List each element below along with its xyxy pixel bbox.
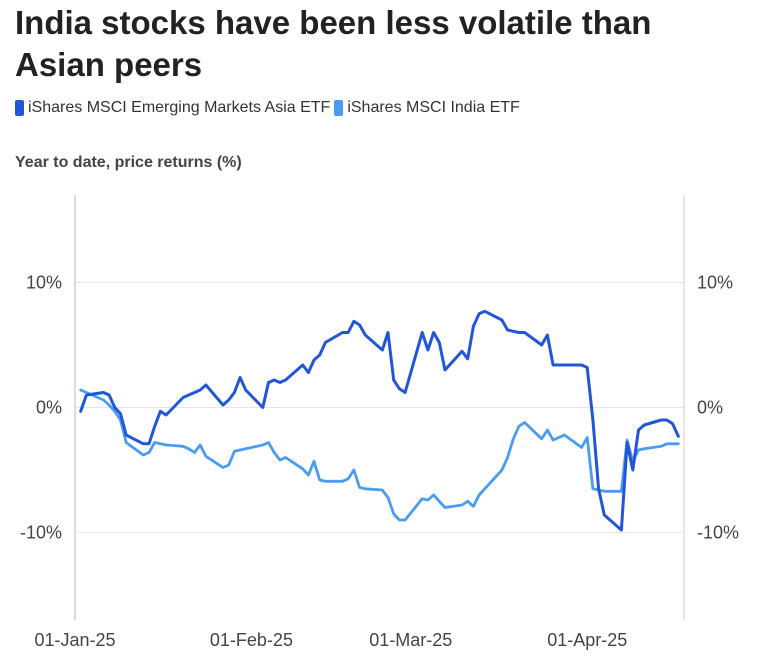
series-line-asia (79, 309, 680, 532)
y-tick-label-right: 10% (697, 273, 733, 293)
legend-item-india[interactable]: iShares MSCI India ETF (334, 99, 520, 117)
legend-item-asia[interactable]: iShares MSCI Emerging Markets Asia ETF (15, 99, 330, 117)
x-tick-label: 01-Jan-25 (34, 630, 115, 650)
x-tick-label: 01-Apr-25 (547, 630, 627, 650)
legend-label-india: iShares MSCI India ETF (347, 99, 520, 116)
legend-label-asia: iShares MSCI Emerging Markets Asia ETF (28, 99, 331, 116)
x-tick-label: 01-Feb-25 (210, 630, 293, 650)
y-tick-label-left: 10% (26, 273, 62, 293)
y-tick-label-left: -10% (20, 523, 62, 543)
legend: iShares MSCI Emerging Markets Asia ETF i… (15, 99, 524, 117)
y-tick-label-left: 0% (36, 398, 62, 418)
series-line-india (79, 388, 680, 522)
y-tick-label-right: 0% (697, 398, 723, 418)
chart-title: India stocks have been less volatile tha… (15, 4, 652, 83)
x-tick-label: 01-Mar-25 (369, 630, 452, 650)
legend-swatch-asia (15, 100, 24, 116)
legend-swatch-india (334, 100, 344, 116)
y-tick-label-right: -10% (697, 523, 739, 543)
chart-subtitle: Year to date, price returns (%) (15, 154, 242, 171)
